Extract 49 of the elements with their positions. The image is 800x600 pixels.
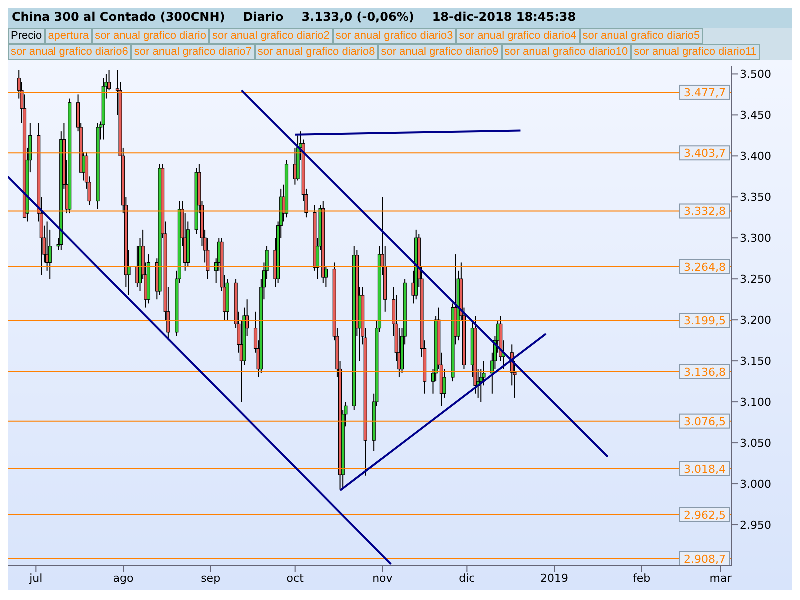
text: sor anual grafico diario3: [332, 28, 456, 44]
y-tick-label: 3.050: [740, 436, 772, 450]
y-tick-label: 2.950: [740, 518, 772, 532]
x-tick-label: dic: [459, 572, 476, 585]
x-tick-label: ago: [113, 572, 134, 585]
text: sor anual grafico diario5: [580, 28, 704, 44]
text: Diario: [243, 10, 284, 26]
text: sor anual grafico diario7: [131, 44, 255, 60]
y-tick-label: 3.500: [740, 68, 772, 82]
text: sor anual grafico diario6: [8, 44, 132, 60]
x-tick-label: 2019: [540, 572, 569, 585]
text: apertura: [45, 28, 92, 44]
candlestick: [442, 368, 446, 398]
text: sor anual grafico diario: [92, 28, 210, 44]
y-tick-label: 3.150: [740, 354, 772, 368]
y-tick-label: 3.300: [740, 232, 772, 246]
x-tick-label: nov: [372, 572, 394, 585]
x-tick-label: mar: [710, 572, 732, 585]
x-tick-label: sep: [201, 572, 221, 585]
text: sor anual grafico diario11: [631, 44, 760, 60]
y-tick-label: 3.000: [740, 478, 772, 491]
x-tick-label: jul: [28, 572, 43, 585]
text: 3.133,0 (-0,06%): [302, 10, 414, 26]
ref-line-label: 3.136,8: [684, 366, 726, 379]
ref-line-label: 3.332,8: [684, 205, 726, 218]
text: Precio: [8, 28, 46, 44]
ref-line-label: 3.199,5: [684, 314, 726, 328]
y-tick-label: 3.400: [740, 150, 772, 164]
ref-line-label: 3.018,4: [684, 462, 726, 476]
y-tick-label: 3.200: [740, 314, 772, 328]
y-tick-label: 3.350: [740, 191, 772, 204]
ref-line-label: 2.908,7: [684, 552, 726, 566]
text: 18-dic-2018 18:45:38: [432, 10, 576, 26]
y-tick-label: 3.250: [740, 273, 772, 286]
chart-title: China 300 al Contado (300CNH): [12, 10, 226, 26]
text: sor anual grafico diario8: [254, 44, 378, 60]
text: sor anual grafico diario10: [502, 44, 632, 60]
x-tick-label: oct: [286, 572, 305, 585]
ref-line-label: 3.477,7: [684, 86, 726, 100]
ref-line-label: 3.076,5: [684, 415, 726, 428]
text: sor anual grafico diario9: [378, 44, 502, 60]
ref-line-label: 3.403,7: [684, 147, 726, 160]
text: sor anual grafico diario2: [209, 28, 333, 44]
ref-line-label: 2.962,5: [684, 508, 726, 522]
y-tick-label: 3.450: [740, 109, 772, 122]
x-tick-label: feb: [633, 572, 651, 585]
ref-line-label: 3.264,8: [684, 260, 726, 274]
y-tick-label: 3.100: [740, 396, 772, 409]
text: sor anual grafico diario4: [456, 28, 580, 44]
